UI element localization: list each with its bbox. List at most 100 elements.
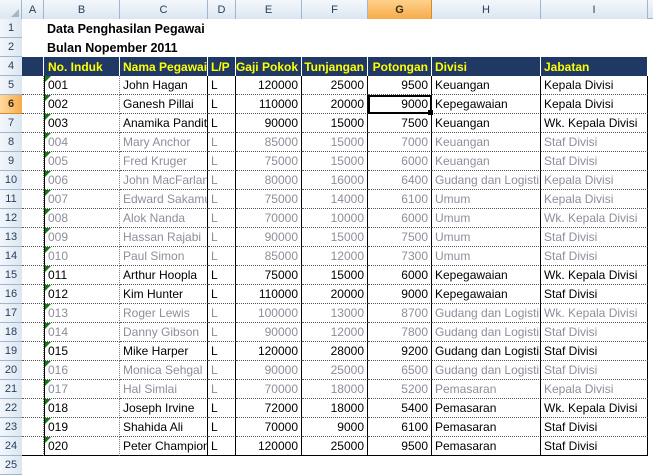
cell-lp[interactable]: L	[208, 304, 236, 323]
cell-no-induk[interactable]: 011	[44, 266, 120, 285]
cell-divisi[interactable]: Pemasaran	[432, 399, 541, 418]
cell-nama-pegawai[interactable]: Arthur Hoopla	[120, 266, 208, 285]
cell-nama-pegawai[interactable]: Monica Sehgal	[120, 361, 208, 380]
cell-potongan[interactable]: 5400	[368, 399, 432, 418]
cell-tunjangan[interactable]: 20000	[302, 285, 368, 304]
cell-no-induk[interactable]: 015	[44, 342, 120, 361]
cell-no-induk[interactable]: 007	[44, 190, 120, 209]
cell-jabatan[interactable]: Kepala Divisi	[541, 76, 648, 95]
cell-no-induk[interactable]: 013	[44, 304, 120, 323]
cell-divisi[interactable]: Kepegawaian	[432, 266, 541, 285]
cell-jabatan[interactable]: Wk. Kepala Divisi	[541, 399, 648, 418]
row-header-8[interactable]: 8	[0, 133, 22, 152]
cell-lp[interactable]: L	[208, 133, 236, 152]
cell-lp[interactable]: L	[208, 76, 236, 95]
cell-nama-pegawai[interactable]: Paul Simon	[120, 247, 208, 266]
cell-jabatan[interactable]: Staf Divisi	[541, 133, 648, 152]
row-header-22[interactable]: 22	[0, 399, 22, 418]
cell-lp[interactable]: L	[208, 209, 236, 228]
grid-row-1[interactable]: Data Penghasilan Pegawai	[22, 19, 653, 38]
cell-tunjangan[interactable]: 13000	[302, 304, 368, 323]
row-header-9[interactable]: 9	[0, 152, 22, 171]
cell-jabatan[interactable]: Wk. Kepala Divisi	[541, 266, 648, 285]
cell-no-induk[interactable]: 002	[44, 95, 120, 114]
cell-jabatan[interactable]: Wk. Kepala Divisi	[541, 209, 648, 228]
cell-tunjangan[interactable]: 10000	[302, 209, 368, 228]
cell-nama-pegawai[interactable]: Mike Harper	[120, 342, 208, 361]
cell-tunjangan[interactable]: 15000	[302, 266, 368, 285]
grid-row-14[interactable]: 010 Paul Simon L 85000 12000 7300 Umum Staf Div…	[22, 247, 653, 266]
cell-e25[interactable]	[236, 456, 302, 475]
cell-gaji-pokok[interactable]: 70000	[236, 380, 302, 399]
cell-lp[interactable]: L	[208, 285, 236, 304]
cell-no-induk[interactable]: 001	[44, 76, 120, 95]
cell-a18[interactable]	[22, 323, 44, 342]
row-header-6[interactable]: 6	[0, 95, 22, 114]
cell-a2[interactable]	[22, 38, 44, 57]
cell-a4[interactable]	[22, 57, 44, 76]
cell-jabatan[interactable]: Staf Divisi	[541, 285, 648, 304]
cell-nama-pegawai[interactable]: Shahida Ali	[120, 418, 208, 437]
grid-row-15[interactable]: 011 Arthur Hoopla L 75000 15000 6000 Kepegawai…	[22, 266, 653, 285]
cell-potongan[interactable]: 7500	[368, 228, 432, 247]
row-header-16[interactable]: 16	[0, 285, 22, 304]
cell-nama-pegawai[interactable]: Danny Gibson	[120, 323, 208, 342]
cell-a22[interactable]	[22, 399, 44, 418]
cell-lp[interactable]: L	[208, 114, 236, 133]
row-header-12[interactable]: 12	[0, 209, 22, 228]
grid-row-7[interactable]: 003 Anamika Pandit L 90000 15000 7500 Keuangan…	[22, 114, 653, 133]
cell-grid[interactable]: Data Penghasilan Pegawai Bulan Nopember 2…	[22, 19, 653, 456]
cell-tunjangan[interactable]: 15000	[302, 152, 368, 171]
cell-no-induk[interactable]: 018	[44, 399, 120, 418]
cell-tunjangan[interactable]: 25000	[302, 437, 368, 456]
cell-lp[interactable]: L	[208, 418, 236, 437]
grid-row-18[interactable]: 014 Danny Gibson L 90000 12000 7800 Gudang dan…	[22, 323, 653, 342]
grid-row-4[interactable]: No. Induk Nama Pegawai L/P Gaji Pokok Tunjan…	[22, 57, 653, 76]
cell-a1[interactable]	[22, 19, 44, 38]
row-header-24[interactable]: 24	[0, 437, 22, 456]
cell-no-induk[interactable]: 016	[44, 361, 120, 380]
cell-gaji-pokok[interactable]: 70000	[236, 209, 302, 228]
cell-a20[interactable]	[22, 361, 44, 380]
cell-potongan[interactable]: 6000	[368, 152, 432, 171]
cell-divisi[interactable]: Keuangan	[432, 152, 541, 171]
grid-row-19[interactable]: 015 Mike Harper L 120000 28000 9200 Gudang dan…	[22, 342, 653, 361]
cell-divisi[interactable]: Keuangan	[432, 114, 541, 133]
cell-divisi[interactable]: Umum	[432, 247, 541, 266]
grid-row-16[interactable]: 012 Kim Hunter L 110000 20000 9000 Kepegawaian…	[22, 285, 653, 304]
cell-gaji-pokok[interactable]: 75000	[236, 152, 302, 171]
grid-row-20[interactable]: 016 Monica Sehgal L 90000 25000 6500 Gudang da…	[22, 361, 653, 380]
cell-tunjangan[interactable]: 25000	[302, 361, 368, 380]
row-header-19[interactable]: 19	[0, 342, 22, 361]
cell-a9[interactable]	[22, 152, 44, 171]
title-line-2[interactable]: Bulan Nopember 2011	[47, 40, 178, 55]
cell-nama-pegawai[interactable]: John Hagan	[120, 76, 208, 95]
cell-no-induk[interactable]: 003	[44, 114, 120, 133]
cell-jabatan[interactable]: Kepala Divisi	[541, 95, 648, 114]
cell-a21[interactable]	[22, 380, 44, 399]
cell-nama-pegawai[interactable]: Fred Kruger	[120, 152, 208, 171]
cell-lp[interactable]: L	[208, 95, 236, 114]
cell-gaji-pokok[interactable]: 90000	[236, 228, 302, 247]
cell-nama-pegawai[interactable]: Hal Simlai	[120, 380, 208, 399]
row-header-23[interactable]: 23	[0, 418, 22, 437]
grid-row-5[interactable]: 001 John Hagan L 120000 25000 9500 Keuangan Kep…	[22, 76, 653, 95]
row-header-2[interactable]: 2	[0, 38, 22, 57]
cell-no-induk[interactable]: 010	[44, 247, 120, 266]
cell-nama-pegawai[interactable]: Mary Anchor	[120, 133, 208, 152]
cell-divisi[interactable]: Gudang dan Logistik	[432, 304, 541, 323]
cell-lp[interactable]: L	[208, 152, 236, 171]
cell-no-induk[interactable]: 017	[44, 380, 120, 399]
cell-lp[interactable]: L	[208, 190, 236, 209]
cell-gaji-pokok[interactable]: 110000	[236, 95, 302, 114]
cell-jabatan[interactable]: Staf Divisi	[541, 361, 648, 380]
row-header-column[interactable]: 1 2 4 5 6 7 8 9 10 11 12 13 14 15 16 17 18 19 20 21 22 23 24 25	[0, 19, 22, 475]
cell-gaji-pokok[interactable]: 90000	[236, 361, 302, 380]
cell-nama-pegawai[interactable]: Roger Lewis	[120, 304, 208, 323]
cell-divisi[interactable]: Gudang dan Logistik	[432, 361, 541, 380]
cell-nama-pegawai[interactable]: Joseph Irvine	[120, 399, 208, 418]
cell-b25[interactable]	[44, 456, 120, 475]
cell-tunjangan[interactable]: 14000	[302, 190, 368, 209]
cell-h25[interactable]	[432, 456, 541, 475]
row-header-14[interactable]: 14	[0, 247, 22, 266]
